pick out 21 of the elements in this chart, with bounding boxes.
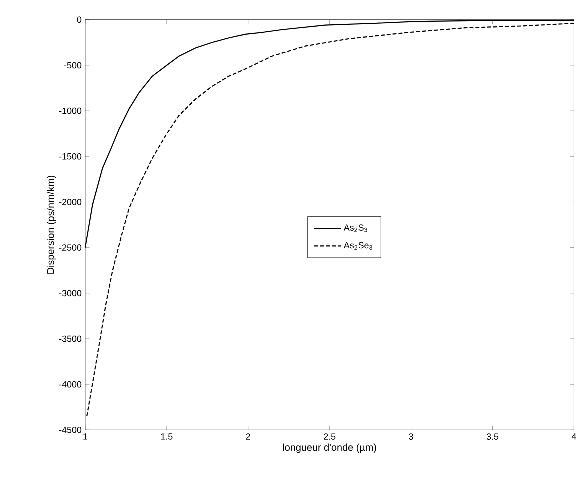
y-tick-label: -2000 xyxy=(59,199,82,206)
legend-label: As$_{2}$S$_{3}$ xyxy=(344,224,368,232)
y-tick-label: -1500 xyxy=(59,154,82,160)
y-tick-label: 0 xyxy=(77,16,82,24)
y-tick-label: -4000 xyxy=(59,381,82,388)
x-tick-label: 1.5 xyxy=(161,434,173,440)
x-tick-label: 3.5 xyxy=(486,434,499,440)
y-tick-label: -500 xyxy=(64,62,82,69)
y-tick-label: -2500 xyxy=(59,244,82,252)
x-tick-label: 4 xyxy=(572,434,576,440)
x-tick-label: 3 xyxy=(409,434,414,440)
x-tick-label: 2 xyxy=(246,434,250,440)
y-tick-label: -1000 xyxy=(59,108,82,114)
y-tick-label: -3000 xyxy=(59,290,82,297)
legend-label: As$_{2}$Se$_{3}$ xyxy=(344,242,372,250)
y-tick-label: -4500 xyxy=(59,427,82,434)
y-tick-label: -3500 xyxy=(59,336,82,342)
x-axis-title: longueur d'onde (µm) xyxy=(283,444,376,454)
x-tick-label: 1 xyxy=(84,434,88,440)
x-tick-label: 2.5 xyxy=(324,434,336,440)
y-axis-title: Dispersion (ps/nm/km) xyxy=(46,176,56,274)
